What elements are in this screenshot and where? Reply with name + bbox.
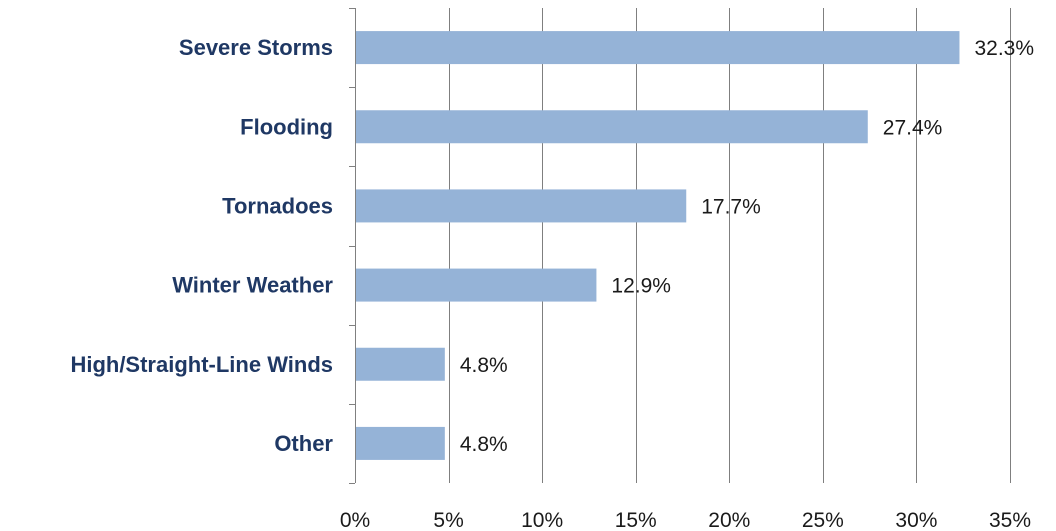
bar [356,426,445,460]
bar [356,31,960,65]
x-axis-tick-labels: 0% 5% 10% 15% 20% 25% 30% 35% [340,509,1031,531]
data-label: 4.8% [460,354,508,377]
data-label: 4.8% [460,433,508,456]
gridlines [449,8,1011,483]
bars [356,31,960,460]
x-tick-label: 20% [708,509,750,531]
bar [356,347,445,381]
category-label: Tornadoes [222,193,333,218]
data-label: 32.3% [974,37,1034,60]
data-label: 12.9% [611,275,671,298]
x-tick-label: 5% [433,509,463,531]
x-tick-label: 25% [802,509,844,531]
category-label: Flooding [240,114,333,139]
category-label: Other [274,431,333,456]
category-label: Severe Storms [179,35,333,60]
x-tick-label: 10% [521,509,563,531]
bar [356,110,868,144]
bar [356,189,687,223]
data-labels: 32.3% 27.4% 17.7% 12.9% 4.8% 4.8% [460,37,1034,456]
x-tick-label: 15% [615,509,657,531]
x-tick-label: 30% [895,509,937,531]
category-label: Winter Weather [172,273,333,298]
bar [356,268,597,302]
category-labels: Severe Storms Flooding Tornadoes Winter Wea… [70,35,333,456]
data-label: 27.4% [883,116,943,139]
data-label: 17.7% [701,195,761,218]
x-tick-label: 35% [989,509,1031,531]
y-axis [349,8,356,484]
category-label: High/Straight-Line Winds [70,352,333,377]
x-tick-label: 0% [340,509,370,531]
